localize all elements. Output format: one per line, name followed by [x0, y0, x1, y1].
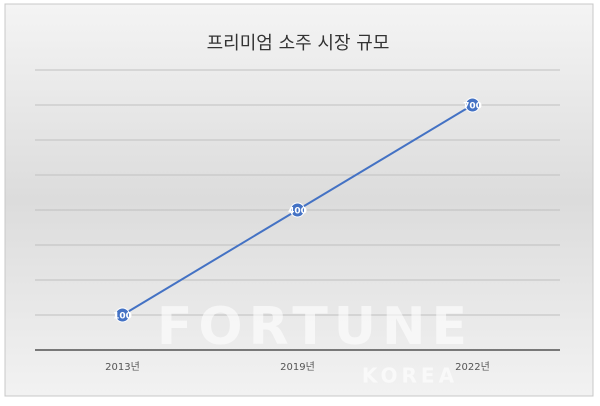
data-label: 700 — [463, 102, 482, 112]
x-tick-label: 2022년 — [455, 361, 490, 373]
chart-area — [4, 3, 594, 397]
data-label: 400 — [288, 207, 307, 217]
marker — [290, 202, 305, 218]
chart-title: 프리미엄 소주 시장 규모 — [207, 33, 390, 54]
watermark-sub: KOREA — [362, 364, 458, 388]
marker — [115, 307, 130, 323]
x-tick-label: 2013년 — [105, 361, 140, 373]
marker — [465, 97, 480, 113]
watermark: FORTUNE — [157, 297, 473, 357]
data-label: 100 — [113, 312, 132, 322]
x-tick-label: 2019년 — [280, 361, 315, 373]
